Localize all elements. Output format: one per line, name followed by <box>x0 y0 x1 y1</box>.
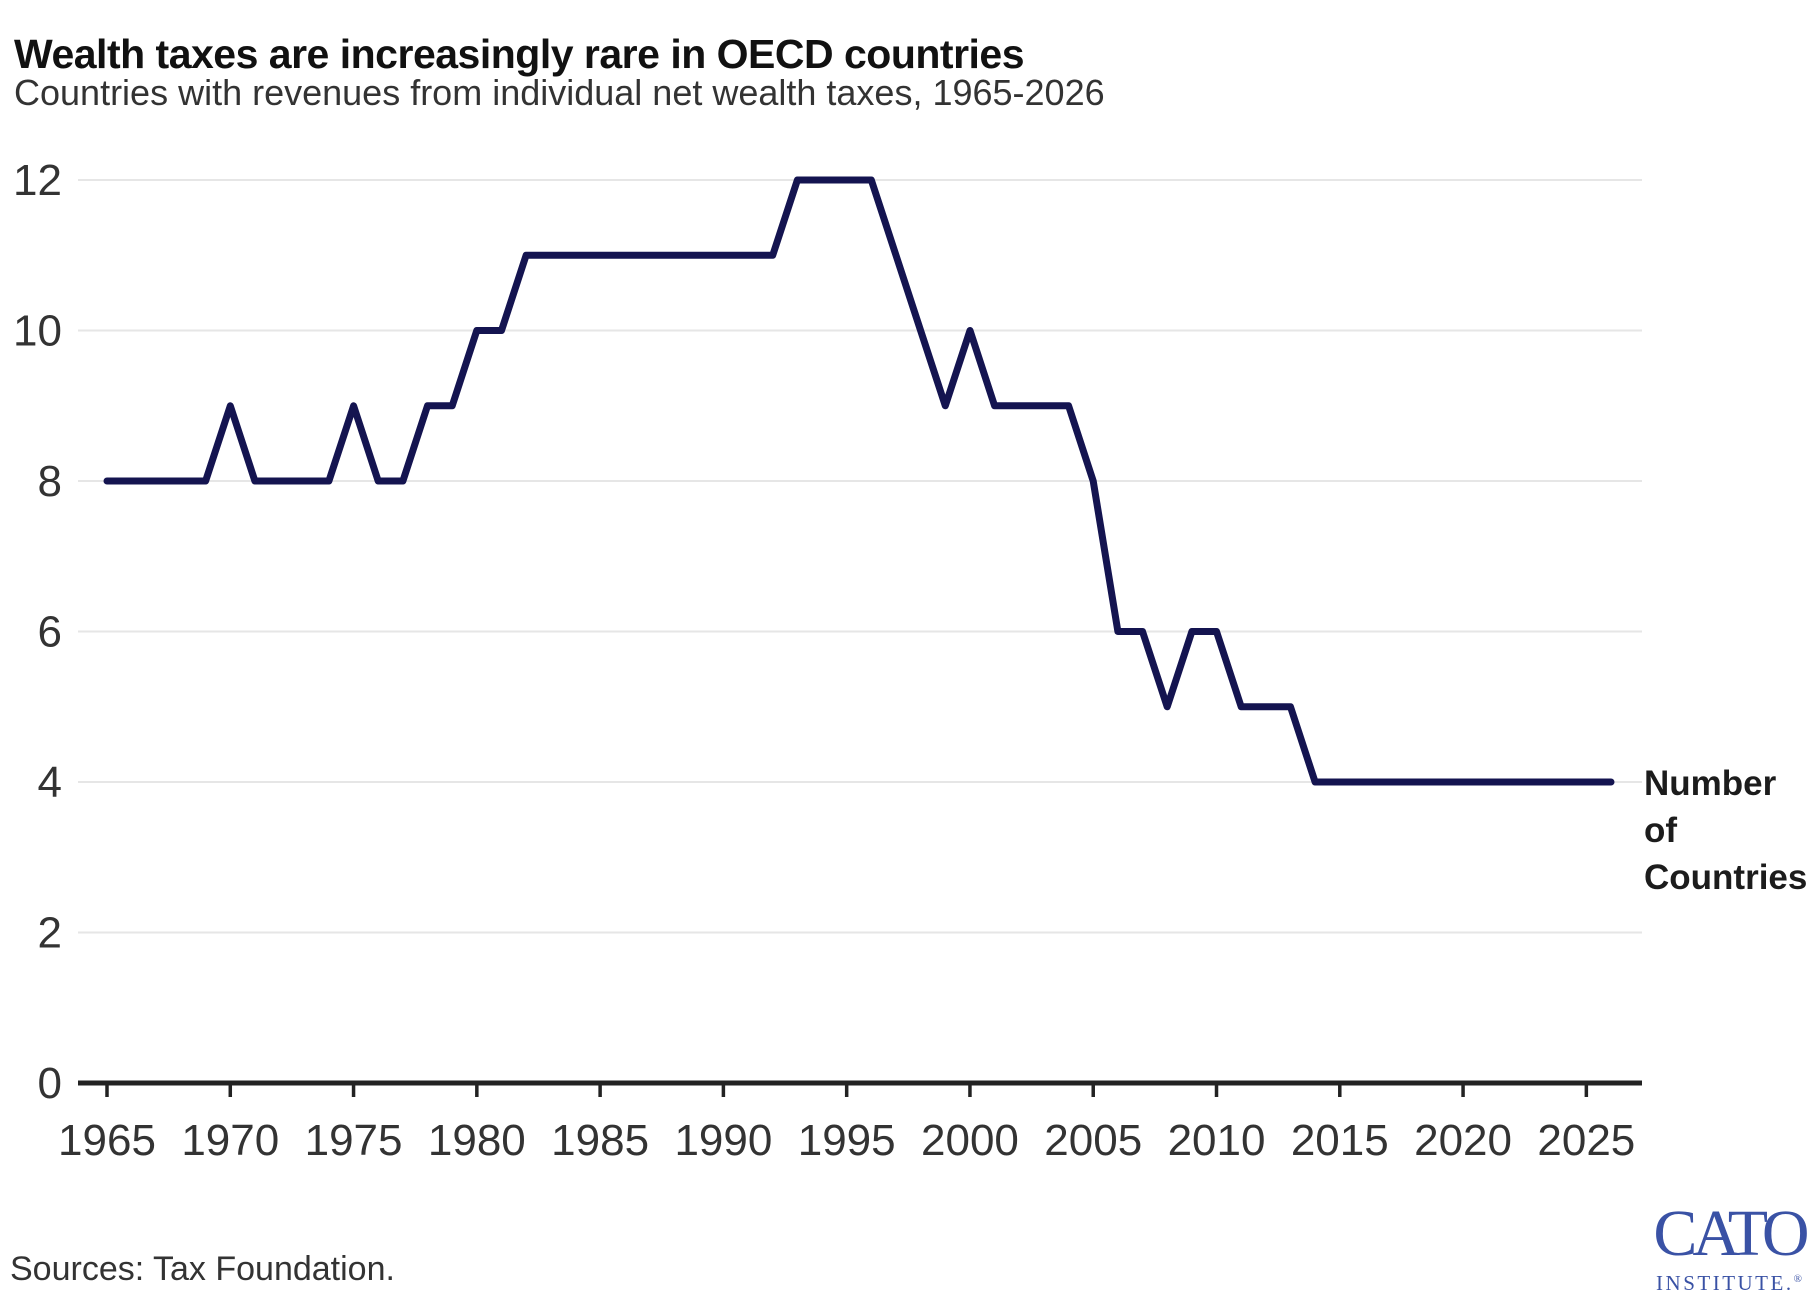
chart-subtitle: Countries with revenues from individual … <box>14 72 1105 113</box>
x-tick-label-1995: 1995 <box>798 1116 896 1165</box>
y-tick-label-12: 12 <box>13 156 62 205</box>
x-tick-label-1965: 1965 <box>58 1116 156 1165</box>
registered-trademark-icon: ® <box>1793 1273 1802 1285</box>
x-tick-label-1985: 1985 <box>551 1116 649 1165</box>
x-tick-label-1975: 1975 <box>305 1116 403 1165</box>
y-tick-label-2: 2 <box>38 909 62 958</box>
y-tick-label-10: 10 <box>13 307 62 356</box>
series-label-line-3: Countries <box>1644 858 1808 897</box>
chart-title: Wealth taxes are increasingly rare in OE… <box>14 31 1025 78</box>
x-tick-label-1990: 1990 <box>674 1116 772 1165</box>
x-tick-label-2005: 2005 <box>1044 1116 1142 1165</box>
data-line-number-of-countries <box>103 176 1615 786</box>
series-label-line-2: of <box>1644 811 1678 850</box>
x-tick-label-1970: 1970 <box>181 1116 279 1165</box>
cato-logo-subtext-text: INSTITUTE. <box>1656 1271 1794 1295</box>
x-tick-label-1980: 1980 <box>428 1116 526 1165</box>
x-tick-label-2025: 2025 <box>1537 1116 1635 1165</box>
y-tick-label-0: 0 <box>38 1059 62 1108</box>
series-label: Number of Countries <box>1644 760 1807 901</box>
cato-logo: CATO INSTITUTE.® <box>1638 1197 1820 1296</box>
x-tick-label-2010: 2010 <box>1168 1116 1266 1165</box>
cato-logo-subtext: INSTITUTE.® <box>1638 1266 1820 1296</box>
series-label-line-1: Number <box>1644 764 1777 803</box>
x-tick-label-2020: 2020 <box>1414 1116 1512 1165</box>
y-tick-label-8: 8 <box>38 457 62 506</box>
sources-note: Sources: Tax Foundation. <box>10 1250 395 1288</box>
cato-logo-wordmark: CATO <box>1653 1197 1809 1270</box>
y-tick-label-4: 4 <box>38 758 62 807</box>
x-tick-label-2015: 2015 <box>1291 1116 1389 1165</box>
x-tick-label-2000: 2000 <box>921 1116 1019 1165</box>
y-tick-label-6: 6 <box>38 608 62 657</box>
